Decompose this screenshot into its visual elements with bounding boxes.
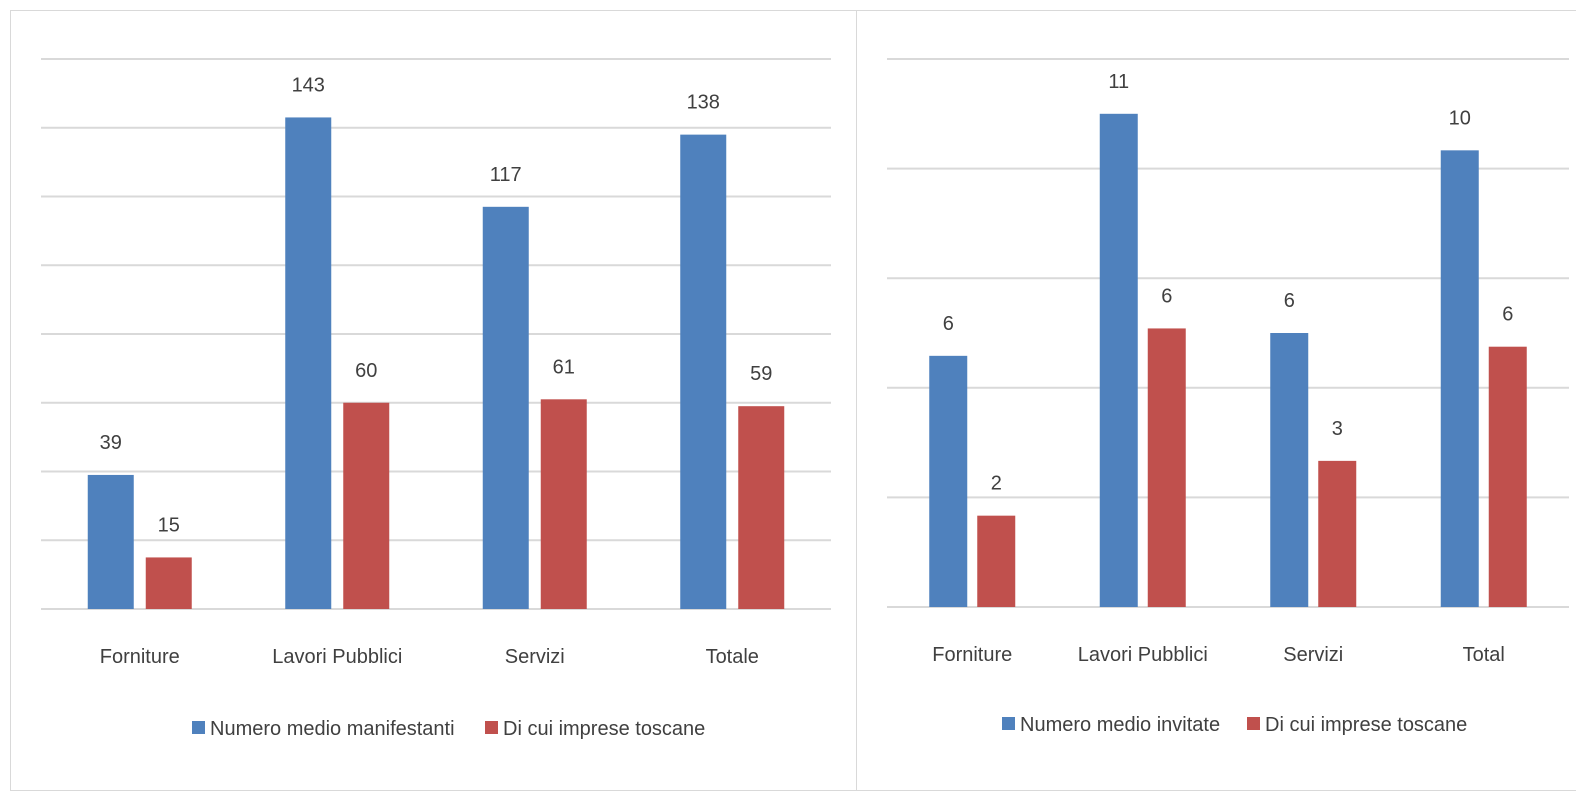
x-tick-label: Forniture	[100, 646, 180, 668]
bar	[1441, 150, 1479, 607]
x-tick-label: Servizi	[505, 646, 565, 668]
data-label: 61	[553, 356, 575, 378]
data-label: 6	[943, 313, 954, 335]
bar	[146, 557, 192, 609]
bar	[680, 135, 726, 609]
legend-swatch	[1002, 717, 1015, 730]
bar	[88, 475, 134, 609]
data-label: 10	[1449, 107, 1471, 129]
data-label: 2	[991, 473, 1002, 495]
x-tick-label: Total	[1463, 644, 1505, 666]
legend-swatch	[485, 721, 498, 734]
x-tick-label: Lavori Pubblici	[272, 646, 402, 668]
bar	[1148, 328, 1186, 607]
data-label: 3	[1332, 418, 1343, 440]
x-tick-label: Forniture	[932, 644, 1012, 666]
data-label: 59	[750, 363, 772, 385]
data-label: 11	[1108, 71, 1129, 93]
data-label: 6	[1284, 290, 1295, 312]
bar	[977, 516, 1015, 607]
data-label: 143	[292, 74, 325, 96]
bar	[483, 207, 529, 609]
bar	[285, 117, 331, 609]
x-tick-label: Servizi	[1283, 644, 1343, 666]
data-label: 6	[1161, 285, 1172, 307]
legend-swatch	[192, 721, 205, 734]
data-label: 117	[490, 164, 522, 186]
data-label: 138	[687, 92, 720, 114]
bar	[738, 406, 784, 609]
legend-swatch	[1247, 717, 1260, 730]
data-label: 60	[355, 360, 377, 382]
bar-chart-manifestanti: 39 15 Forniture 143 60 Lavori Pubblici 117 61 Se…	[11, 11, 859, 792]
legend-label: Di cui imprese toscane	[503, 718, 705, 740]
x-tick-label: Totale	[706, 646, 759, 668]
bar	[1318, 461, 1356, 607]
bar	[1489, 347, 1527, 607]
legend-label: Numero medio invitate	[1020, 714, 1220, 736]
data-label: 39	[100, 432, 122, 454]
chart-panel-manifestanti: 39 15 Forniture 143 60 Lavori Pubblici 117 61 Se…	[10, 10, 858, 791]
bar	[1270, 333, 1308, 607]
bar	[541, 399, 587, 609]
legend-label: Numero medio manifestanti	[210, 718, 455, 740]
data-label: 6	[1502, 304, 1513, 326]
x-tick-label: Lavori Pubblici	[1078, 644, 1208, 666]
data-label: 15	[158, 514, 180, 536]
bar	[1100, 114, 1138, 607]
legend-label: Di cui imprese toscane	[1265, 714, 1467, 736]
bar	[929, 356, 967, 607]
chart-panel-invitate: 6 2 Forniture 11 6 Lavori Pubblici 6 3 Servizi 10…	[856, 10, 1576, 791]
bar-chart-invitate: 6 2 Forniture 11 6 Lavori Pubblici 6 3 Servizi 10…	[857, 11, 1576, 792]
bar	[343, 403, 389, 609]
